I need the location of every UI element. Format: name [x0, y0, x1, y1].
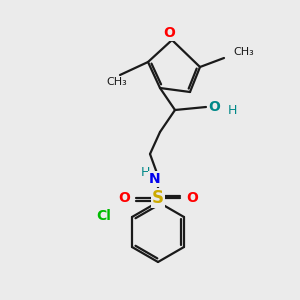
Text: Cl: Cl — [97, 209, 111, 223]
Text: S: S — [152, 189, 164, 207]
Text: CH₃: CH₃ — [233, 47, 254, 57]
Text: H: H — [227, 103, 237, 116]
Text: O: O — [186, 191, 198, 205]
Text: O: O — [118, 191, 130, 205]
Text: N: N — [149, 172, 161, 186]
Text: H: H — [140, 166, 150, 178]
Text: O: O — [208, 100, 220, 114]
Text: CH₃: CH₃ — [106, 77, 128, 87]
Text: O: O — [163, 26, 175, 40]
